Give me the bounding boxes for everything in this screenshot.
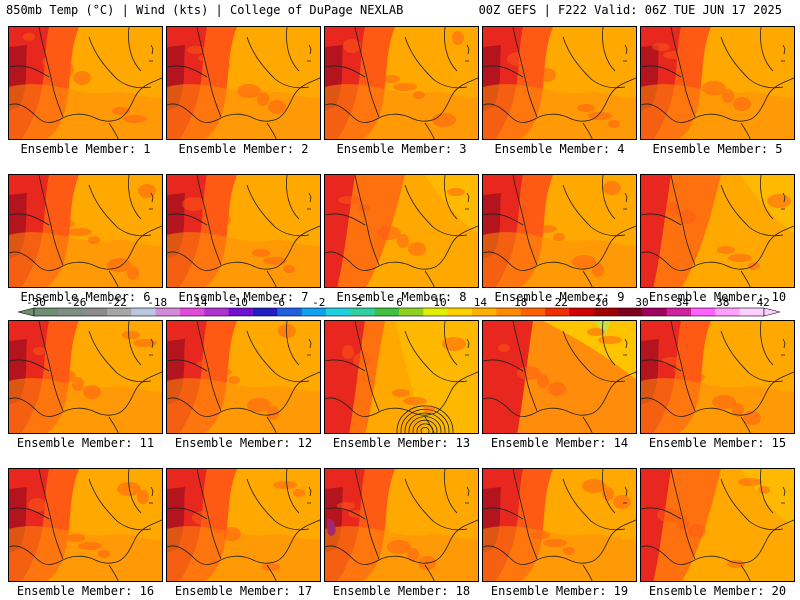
colorbar-swatch bbox=[277, 308, 303, 316]
colorbar-swatch bbox=[739, 308, 765, 316]
ensemble-member-map-17 bbox=[166, 468, 321, 582]
colorbar-swatch bbox=[691, 308, 716, 316]
colorbar-swatch bbox=[618, 308, 643, 316]
ensemble-member-label-15: Ensemble Member: 15 bbox=[648, 436, 787, 450]
colorbar-swatch bbox=[423, 308, 449, 316]
colorbar-swatch bbox=[447, 308, 473, 316]
colorbar-swatch bbox=[155, 308, 181, 316]
ensemble-member-label-20: Ensemble Member: 20 bbox=[648, 584, 787, 598]
colorbar-tick-label: -30 bbox=[26, 296, 46, 309]
ensemble-member-label-2: Ensemble Member: 2 bbox=[178, 142, 309, 156]
colorbar-tick-label: 2 bbox=[355, 296, 363, 309]
ensemble-member-label-11: Ensemble Member: 11 bbox=[16, 436, 155, 450]
colorbar-tick-label: -22 bbox=[106, 296, 127, 309]
ensemble-member-label-9: Ensemble Member: 9 bbox=[494, 290, 625, 304]
colorbar-tick-label: 26 bbox=[594, 296, 609, 309]
header-title-right: 00Z GEFS | F222 Valid: 06Z TUE JUN 17 20… bbox=[478, 3, 782, 17]
ensemble-member-map-9 bbox=[482, 174, 637, 288]
ensemble-member-label-10: Ensemble Member: 10 bbox=[648, 290, 787, 304]
ensemble-member-map-11 bbox=[8, 320, 163, 434]
colorbar-swatch bbox=[715, 308, 741, 316]
ensemble-member-label-17: Ensemble Member: 17 bbox=[174, 584, 313, 598]
ensemble-member-label-7: Ensemble Member: 7 bbox=[178, 290, 309, 304]
ensemble-member-map-7 bbox=[166, 174, 321, 288]
ensemble-member-map-4 bbox=[482, 26, 637, 140]
colorbar-tick-label: -26 bbox=[66, 296, 87, 309]
colorbar-swatch bbox=[180, 308, 205, 316]
colorbar-tick-label: -2 bbox=[312, 296, 326, 309]
colorbar-tick-label: -18 bbox=[147, 296, 168, 309]
colorbar-tick-label: 38 bbox=[716, 296, 730, 309]
colorbar-swatch bbox=[593, 308, 619, 316]
colorbar-swatch bbox=[666, 308, 692, 316]
ensemble-member-map-10 bbox=[640, 174, 795, 288]
colorbar-tick-label: 22 bbox=[554, 296, 568, 309]
ensemble-member-label-6: Ensemble Member: 6 bbox=[20, 290, 151, 304]
ensemble-member-map-8 bbox=[324, 174, 479, 288]
ensemble-member-label-3: Ensemble Member: 3 bbox=[336, 142, 467, 156]
ensemble-member-map-6 bbox=[8, 174, 163, 288]
colorbar-swatch bbox=[545, 308, 570, 316]
ensemble-member-label-12: Ensemble Member: 12 bbox=[174, 436, 313, 450]
colorbar-swatch bbox=[34, 308, 59, 316]
colorbar-tick-label: 34 bbox=[675, 296, 690, 309]
colorbar-swatch bbox=[107, 308, 132, 316]
ensemble-member-map-19 bbox=[482, 468, 637, 582]
ensemble-member-label-13: Ensemble Member: 13 bbox=[332, 436, 471, 450]
ensemble-member-map-13 bbox=[324, 320, 479, 434]
colorbar-swatch bbox=[253, 308, 278, 316]
ensemble-member-map-20 bbox=[640, 468, 795, 582]
ensemble-member-label-14: Ensemble Member: 14 bbox=[490, 436, 629, 450]
ensemble-member-label-19: Ensemble Member: 19 bbox=[490, 584, 629, 598]
colorbar-tick-label: 30 bbox=[635, 296, 649, 309]
colorbar-swatch bbox=[399, 308, 424, 316]
colorbar-swatch bbox=[82, 308, 108, 316]
colorbar-swatch bbox=[204, 308, 230, 316]
colorbar-swatch bbox=[58, 308, 84, 316]
ensemble-member-map-1 bbox=[8, 26, 163, 140]
colorbar-tick-label: 6 bbox=[396, 296, 403, 309]
colorbar-tick-label: -14 bbox=[187, 296, 208, 309]
ensemble-member-map-2 bbox=[166, 26, 321, 140]
colorbar-tick-label: 42 bbox=[756, 296, 770, 309]
ensemble-member-label-1: Ensemble Member: 1 bbox=[20, 142, 151, 156]
colorbar-tick-label: 10 bbox=[433, 296, 447, 309]
colorbar-swatch bbox=[569, 308, 595, 316]
colorbar-swatch bbox=[301, 308, 327, 316]
colorbar-swatch bbox=[326, 308, 351, 316]
ensemble-member-label-4: Ensemble Member: 4 bbox=[494, 142, 625, 156]
colorbar-swatch bbox=[472, 308, 497, 316]
colorbar-swatch bbox=[374, 308, 400, 316]
ensemble-member-map-5 bbox=[640, 26, 795, 140]
colorbar-tick-label: 18 bbox=[514, 296, 528, 309]
colorbar-swatch bbox=[642, 308, 668, 316]
ensemble-member-label-16: Ensemble Member: 16 bbox=[16, 584, 155, 598]
ensemble-member-map-3 bbox=[324, 26, 479, 140]
ensemble-member-label-8: Ensemble Member: 8 bbox=[336, 290, 467, 304]
colorbar-arrow-right bbox=[763, 307, 781, 317]
colorbar-tick-label: -10 bbox=[228, 296, 248, 309]
ensemble-member-map-15 bbox=[640, 320, 795, 434]
colorbar-swatch bbox=[131, 308, 157, 316]
ensemble-member-map-12 bbox=[166, 320, 321, 434]
colorbar-swatch bbox=[496, 308, 522, 316]
header-title-left: 850mb Temp (°C) | Wind (kts) | College o… bbox=[6, 3, 404, 17]
ensemble-member-label-18: Ensemble Member: 18 bbox=[332, 584, 471, 598]
ensemble-member-map-18 bbox=[324, 468, 479, 582]
colorbar-tick-label: -6 bbox=[271, 296, 286, 309]
colorbar-swatch bbox=[350, 308, 376, 316]
ensemble-member-label-5: Ensemble Member: 5 bbox=[652, 142, 783, 156]
colorbar-tick-label: 14 bbox=[473, 296, 488, 309]
ensemble-member-map-16 bbox=[8, 468, 163, 582]
colorbar-swatch bbox=[228, 308, 254, 316]
colorbar-arrow-left bbox=[17, 307, 35, 317]
colorbar-swatch bbox=[520, 308, 546, 316]
colorbar bbox=[17, 307, 781, 317]
ensemble-member-map-14 bbox=[482, 320, 637, 434]
